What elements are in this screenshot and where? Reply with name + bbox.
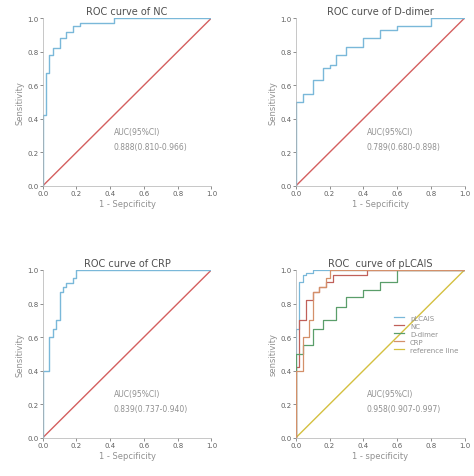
- Title: ROC  curve of pLCAIS: ROC curve of pLCAIS: [328, 258, 432, 268]
- Title: ROC curve of CRP: ROC curve of CRP: [83, 258, 171, 268]
- Text: AUC(95%CI)
0.888(0.810-0.966): AUC(95%CI) 0.888(0.810-0.966): [114, 128, 187, 151]
- Y-axis label: sensitivity: sensitivity: [269, 333, 278, 376]
- X-axis label: 1 - specificity: 1 - specificity: [352, 451, 408, 460]
- Legend: pLCAIS, NC, D-dimer, CRP, reference line: pLCAIS, NC, D-dimer, CRP, reference line: [391, 312, 461, 356]
- Y-axis label: Sensitivity: Sensitivity: [16, 332, 25, 376]
- Text: AUC(95%CI)
0.839(0.737-0.940): AUC(95%CI) 0.839(0.737-0.940): [114, 389, 188, 413]
- Text: AUC(95%CI)
0.958(0.907-0.997): AUC(95%CI) 0.958(0.907-0.997): [367, 389, 441, 413]
- Y-axis label: Sensitivity: Sensitivity: [269, 81, 278, 125]
- X-axis label: 1 - Sepcificity: 1 - Sepcificity: [352, 199, 409, 208]
- X-axis label: 1 - Sepcificity: 1 - Sepcificity: [99, 451, 155, 460]
- Title: ROC curve of D-dimer: ROC curve of D-dimer: [327, 7, 434, 17]
- X-axis label: 1 - Sepcificity: 1 - Sepcificity: [99, 199, 155, 208]
- Y-axis label: Sensitivity: Sensitivity: [16, 81, 25, 125]
- Text: AUC(95%CI)
0.789(0.680-0.898): AUC(95%CI) 0.789(0.680-0.898): [367, 128, 440, 151]
- Title: ROC curve of NC: ROC curve of NC: [86, 7, 168, 17]
